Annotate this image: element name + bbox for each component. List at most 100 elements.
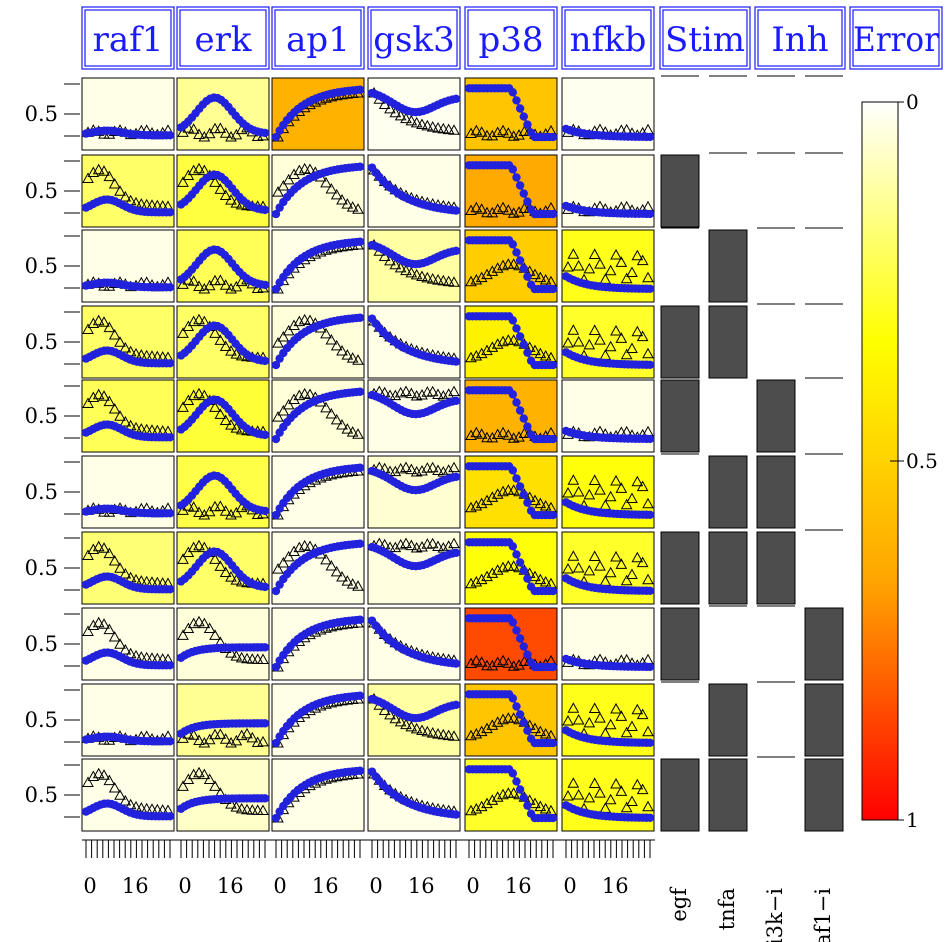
- data-point: [491, 564, 504, 575]
- colorbar-tick-label: 1: [906, 808, 919, 832]
- design-bar-tnfa: [708, 531, 748, 605]
- panel-gsk3-1: [367, 154, 461, 228]
- data-point: [187, 164, 200, 176]
- data-point: [193, 506, 205, 517]
- data-point: [491, 716, 504, 727]
- data-point: [214, 122, 227, 133]
- data-point: [604, 340, 617, 352]
- data-point: [193, 766, 205, 778]
- panel-ap1-3: [271, 305, 365, 379]
- simulation-line: [180, 173, 266, 211]
- panel-gsk3-9: [367, 758, 461, 832]
- data-point: [82, 625, 94, 636]
- data-point: [539, 349, 552, 361]
- panel-background: [367, 607, 461, 681]
- data-point: [642, 800, 654, 812]
- data-point: [610, 777, 622, 789]
- data-point: [437, 728, 450, 740]
- data-point: [491, 126, 504, 137]
- data-point: [405, 114, 418, 126]
- data-point: [594, 787, 606, 798]
- data-point: [282, 173, 295, 185]
- data-point: [416, 465, 428, 476]
- data-point: [288, 168, 300, 180]
- data-point: [562, 486, 574, 498]
- data-point: [636, 783, 649, 795]
- simulation-line: [275, 618, 361, 668]
- header-gsk3: gsk3: [373, 20, 454, 60]
- design-matrix: [660, 75, 844, 832]
- data-point: [230, 422, 243, 433]
- header-stim-box: [659, 6, 751, 70]
- data-point: [336, 419, 348, 430]
- data-point: [346, 578, 359, 589]
- data-point: [400, 537, 412, 549]
- data-point: [507, 787, 520, 798]
- data-point: [389, 712, 402, 724]
- data-point: [103, 395, 116, 407]
- data-point: [539, 273, 552, 285]
- data-point: [298, 313, 311, 325]
- data-point: [400, 112, 412, 124]
- data-point: [235, 729, 248, 741]
- data-point: [513, 431, 525, 442]
- data-point: [426, 461, 439, 473]
- data-point: [426, 121, 439, 132]
- data-point: [572, 486, 585, 497]
- simulation-line: [565, 429, 650, 440]
- data-point: [103, 170, 116, 182]
- panel-background: [367, 758, 461, 832]
- data-point: [230, 197, 243, 208]
- panel-grid: [81, 77, 655, 832]
- panel-ap1-5: [271, 455, 365, 529]
- data-point: [304, 314, 316, 325]
- data-point: [277, 330, 290, 342]
- data-point: [626, 720, 638, 732]
- panel-p38-7: [464, 607, 558, 681]
- data-point: [620, 272, 633, 284]
- column-headers: raf1 erk ap1 gsk3 p38 nfkb Stim Inh Error: [81, 6, 943, 70]
- data-point: [470, 201, 483, 213]
- panel-p38-6: [464, 531, 558, 605]
- data-point: [177, 629, 189, 640]
- data-point: [277, 556, 290, 568]
- data-point: [615, 332, 628, 343]
- data-point: [193, 539, 205, 551]
- data-point: [642, 573, 654, 585]
- data-point: [416, 724, 428, 736]
- data-point: [432, 464, 444, 475]
- simulation-line: [85, 198, 170, 214]
- header-erk-box: [176, 6, 270, 70]
- data-point: [442, 388, 455, 399]
- simulation-line: [371, 698, 457, 720]
- data-point: [114, 185, 126, 196]
- data-point: [610, 474, 622, 486]
- data-point: [529, 797, 541, 809]
- simulation-line: [565, 577, 650, 592]
- data-point: [426, 273, 439, 284]
- data-point: [177, 176, 189, 187]
- data-point: [325, 334, 338, 345]
- panel-p38-1: [464, 154, 558, 228]
- data-point: [426, 727, 439, 738]
- data-point: [470, 802, 483, 814]
- panel-gsk3-4: [367, 379, 461, 453]
- data-point: [304, 540, 316, 551]
- simulation-point: [451, 548, 461, 558]
- data-point: [288, 393, 300, 405]
- data-point: [214, 500, 227, 511]
- data-point: [108, 781, 121, 793]
- data-point: [620, 801, 633, 813]
- data-point: [346, 426, 359, 437]
- simulation-line: [565, 127, 650, 138]
- data-point: [336, 194, 348, 205]
- data-point: [225, 130, 237, 142]
- panel-nfkb-4: [561, 379, 655, 453]
- data-point: [187, 389, 200, 401]
- panel-raf1-9: [81, 758, 175, 832]
- simulation-line: [275, 390, 361, 440]
- panel-nfkb-7: [561, 607, 655, 681]
- design-bar-egf: [660, 531, 700, 605]
- header-ap1-inner: [274, 9, 362, 67]
- simulation-line: [469, 617, 553, 668]
